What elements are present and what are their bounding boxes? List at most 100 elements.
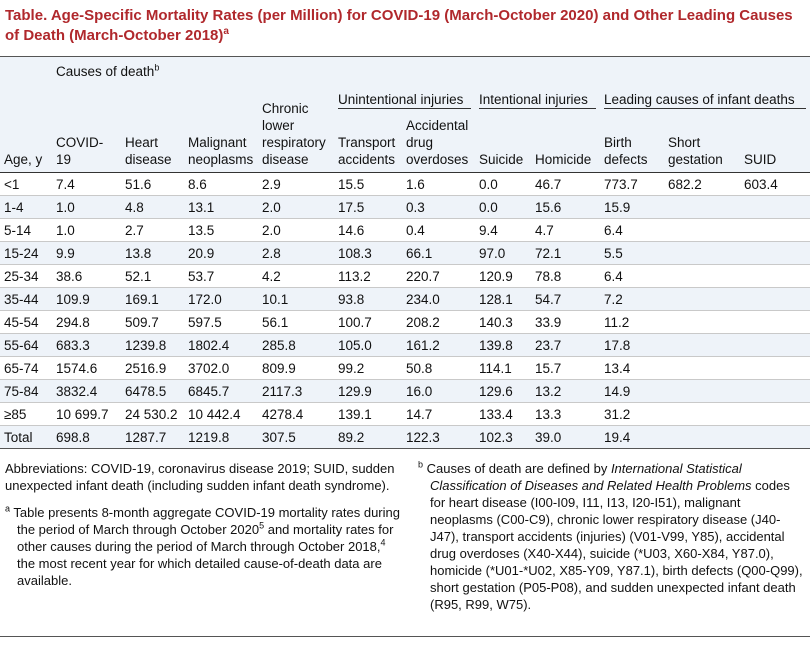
cell-transport-accidents: 129.9 xyxy=(338,383,372,399)
cell-suid xyxy=(740,242,810,265)
cell-suicide: 139.8 xyxy=(479,337,513,353)
cell-birth-defects: 31.2 xyxy=(604,406,631,422)
col-header-age: Age, y xyxy=(4,152,43,167)
cell-transport-accidents: 100.7 xyxy=(338,314,372,330)
cell-accidental-drug-overdoses: 14.7 xyxy=(406,406,433,422)
cell-covid-19: 38.6 xyxy=(56,268,83,284)
cell-chronic-lower-respiratory-disease: 2.0 xyxy=(262,222,281,238)
table-body: <1 7.4 51.6 8.6 2.9 15.5 1.6 0.0 46.7 773.7 682.2 6… xyxy=(0,173,810,449)
cell-heart-disease: 13.8 xyxy=(125,245,152,261)
table-row: 1-4 1.0 4.8 13.1 2.0 17.5 0.3 0.0 15.6 15.9 xyxy=(0,195,810,219)
footnote-b: b Causes of death are defined by Interna… xyxy=(418,459,803,612)
cell-birth-defects: 7.2 xyxy=(604,291,623,307)
cell-chronic-lower-respiratory-disease: 4278.4 xyxy=(262,406,304,422)
col-header-homicide: Homicide xyxy=(535,152,592,167)
cell-malignant-neoplasms: 13.1 xyxy=(188,199,215,215)
cell-heart-disease: 2.7 xyxy=(125,222,144,238)
cell-accidental-drug-overdoses: 208.2 xyxy=(406,314,440,330)
bottom-rule xyxy=(0,636,810,637)
cell-heart-disease: 2516.9 xyxy=(125,360,167,376)
cell-heart-disease: 4.8 xyxy=(125,199,144,215)
cell-malignant-neoplasms: 597.5 xyxy=(188,314,222,330)
cell-suid xyxy=(740,196,810,219)
cell-homicide: 4.7 xyxy=(535,222,554,238)
cell-covid-19: 683.3 xyxy=(56,337,90,353)
cell-homicide: 23.7 xyxy=(535,337,562,353)
cell-age: <1 xyxy=(4,176,20,192)
cell-birth-defects: 11.2 xyxy=(604,314,630,330)
cell-short-gestation xyxy=(664,311,740,334)
cell-covid-19: 294.8 xyxy=(56,314,90,330)
table-title-footnote-marker: a xyxy=(223,26,229,37)
table-row: 55-64 683.3 1239.8 1802.4 285.8 105.0 161.2 139… xyxy=(0,333,810,357)
cell-suicide: 102.3 xyxy=(479,429,513,445)
cell-age: 25-34 xyxy=(4,268,39,284)
col-header-heart: Heart disease xyxy=(125,135,172,167)
cell-suicide: 0.0 xyxy=(479,176,498,192)
cell-malignant-neoplasms: 3702.0 xyxy=(188,360,230,376)
cell-suid: 603.4 xyxy=(744,176,778,192)
cell-malignant-neoplasms: 6845.7 xyxy=(188,383,230,399)
cell-short-gestation xyxy=(664,196,740,219)
col-header-chronic: Chronic lower respiratory disease xyxy=(262,101,326,167)
cell-accidental-drug-overdoses: 16.0 xyxy=(406,383,433,399)
cell-birth-defects: 773.7 xyxy=(604,176,638,192)
cell-transport-accidents: 17.5 xyxy=(338,199,365,215)
cell-age: 1-4 xyxy=(4,199,24,215)
table-row: <1 7.4 51.6 8.6 2.9 15.5 1.6 0.0 46.7 773.7 682.2 6… xyxy=(0,173,810,196)
cell-heart-disease: 1239.8 xyxy=(125,337,167,353)
cell-suid xyxy=(740,219,810,242)
table-row: 25-34 38.6 52.1 53.7 4.2 113.2 220.7 120.9 78.8 6… xyxy=(0,265,810,288)
cell-malignant-neoplasms: 172.0 xyxy=(188,291,222,307)
cell-accidental-drug-overdoses: 0.4 xyxy=(406,222,425,238)
cell-homicide: 13.3 xyxy=(535,406,562,422)
cell-homicide: 78.8 xyxy=(535,268,562,284)
cell-heart-disease: 52.1 xyxy=(125,268,152,284)
cell-transport-accidents: 15.5 xyxy=(338,176,365,192)
cell-transport-accidents: 139.1 xyxy=(338,406,372,422)
cell-chronic-lower-respiratory-disease: 2.0 xyxy=(262,199,281,215)
header-row-groups: Chronic lower respiratory disease Uninte… xyxy=(0,84,810,167)
footnotes-right: b Causes of death are defined by Interna… xyxy=(418,460,806,623)
cell-heart-disease: 169.1 xyxy=(125,291,159,307)
cell-covid-19: 10 699.7 xyxy=(56,406,109,422)
cell-homicide: 54.7 xyxy=(535,291,562,307)
cell-birth-defects: 5.5 xyxy=(604,245,623,261)
cell-suid xyxy=(740,311,810,334)
causes-footnote-marker: b xyxy=(154,62,160,73)
table-row: ≥85 10 699.7 24 530.2 10 442.4 4278.4 139.1 14… xyxy=(0,403,810,426)
header-row-columns: Age, y COVID-19 Heart disease Malignant … xyxy=(0,113,810,173)
cell-suicide: 97.0 xyxy=(479,245,506,261)
cell-suicide: 133.4 xyxy=(479,406,513,422)
reference-4: 4 xyxy=(380,537,386,548)
cell-age: Total xyxy=(4,429,33,445)
cell-malignant-neoplasms: 1802.4 xyxy=(188,337,230,353)
cell-homicide: 13.2 xyxy=(535,383,562,399)
group-header-infant: Leading causes of infant deaths xyxy=(600,84,810,113)
cell-suicide: 9.4 xyxy=(479,222,498,238)
cell-birth-defects: 13.4 xyxy=(604,360,631,376)
cell-homicide: 33.9 xyxy=(535,314,562,330)
cell-short-gestation xyxy=(664,219,740,242)
cell-chronic-lower-respiratory-disease: 4.2 xyxy=(262,268,281,284)
cell-accidental-drug-overdoses: 66.1 xyxy=(406,245,433,261)
cell-covid-19: 1574.6 xyxy=(56,360,98,376)
cell-covid-19: 698.8 xyxy=(56,429,90,445)
causes-of-death-header: Causes of deathb xyxy=(52,57,810,85)
cell-suid xyxy=(740,357,810,380)
cell-malignant-neoplasms: 20.9 xyxy=(188,245,215,261)
cell-transport-accidents: 14.6 xyxy=(338,222,365,238)
cell-suid xyxy=(740,288,810,311)
cell-transport-accidents: 89.2 xyxy=(338,429,365,445)
table-row: 75-84 3832.4 6478.5 6845.7 2117.3 129.9 16.0 12… xyxy=(0,379,810,403)
cell-birth-defects: 6.4 xyxy=(604,268,623,284)
table-title: Table. Age-Specific Mortality Rates (per… xyxy=(5,6,805,46)
cell-covid-19: 109.9 xyxy=(56,291,90,307)
col-header-transport: Transport accidents xyxy=(338,135,396,167)
cell-short-gestation xyxy=(664,265,740,288)
cell-chronic-lower-respiratory-disease: 285.8 xyxy=(262,337,296,353)
cell-suicide: 114.1 xyxy=(479,360,512,376)
cell-covid-19: 1.0 xyxy=(56,199,75,215)
table-row: Total 698.8 1287.7 1219.8 307.5 89.2 122.3 102.… xyxy=(0,425,810,449)
cell-transport-accidents: 113.2 xyxy=(338,268,371,284)
